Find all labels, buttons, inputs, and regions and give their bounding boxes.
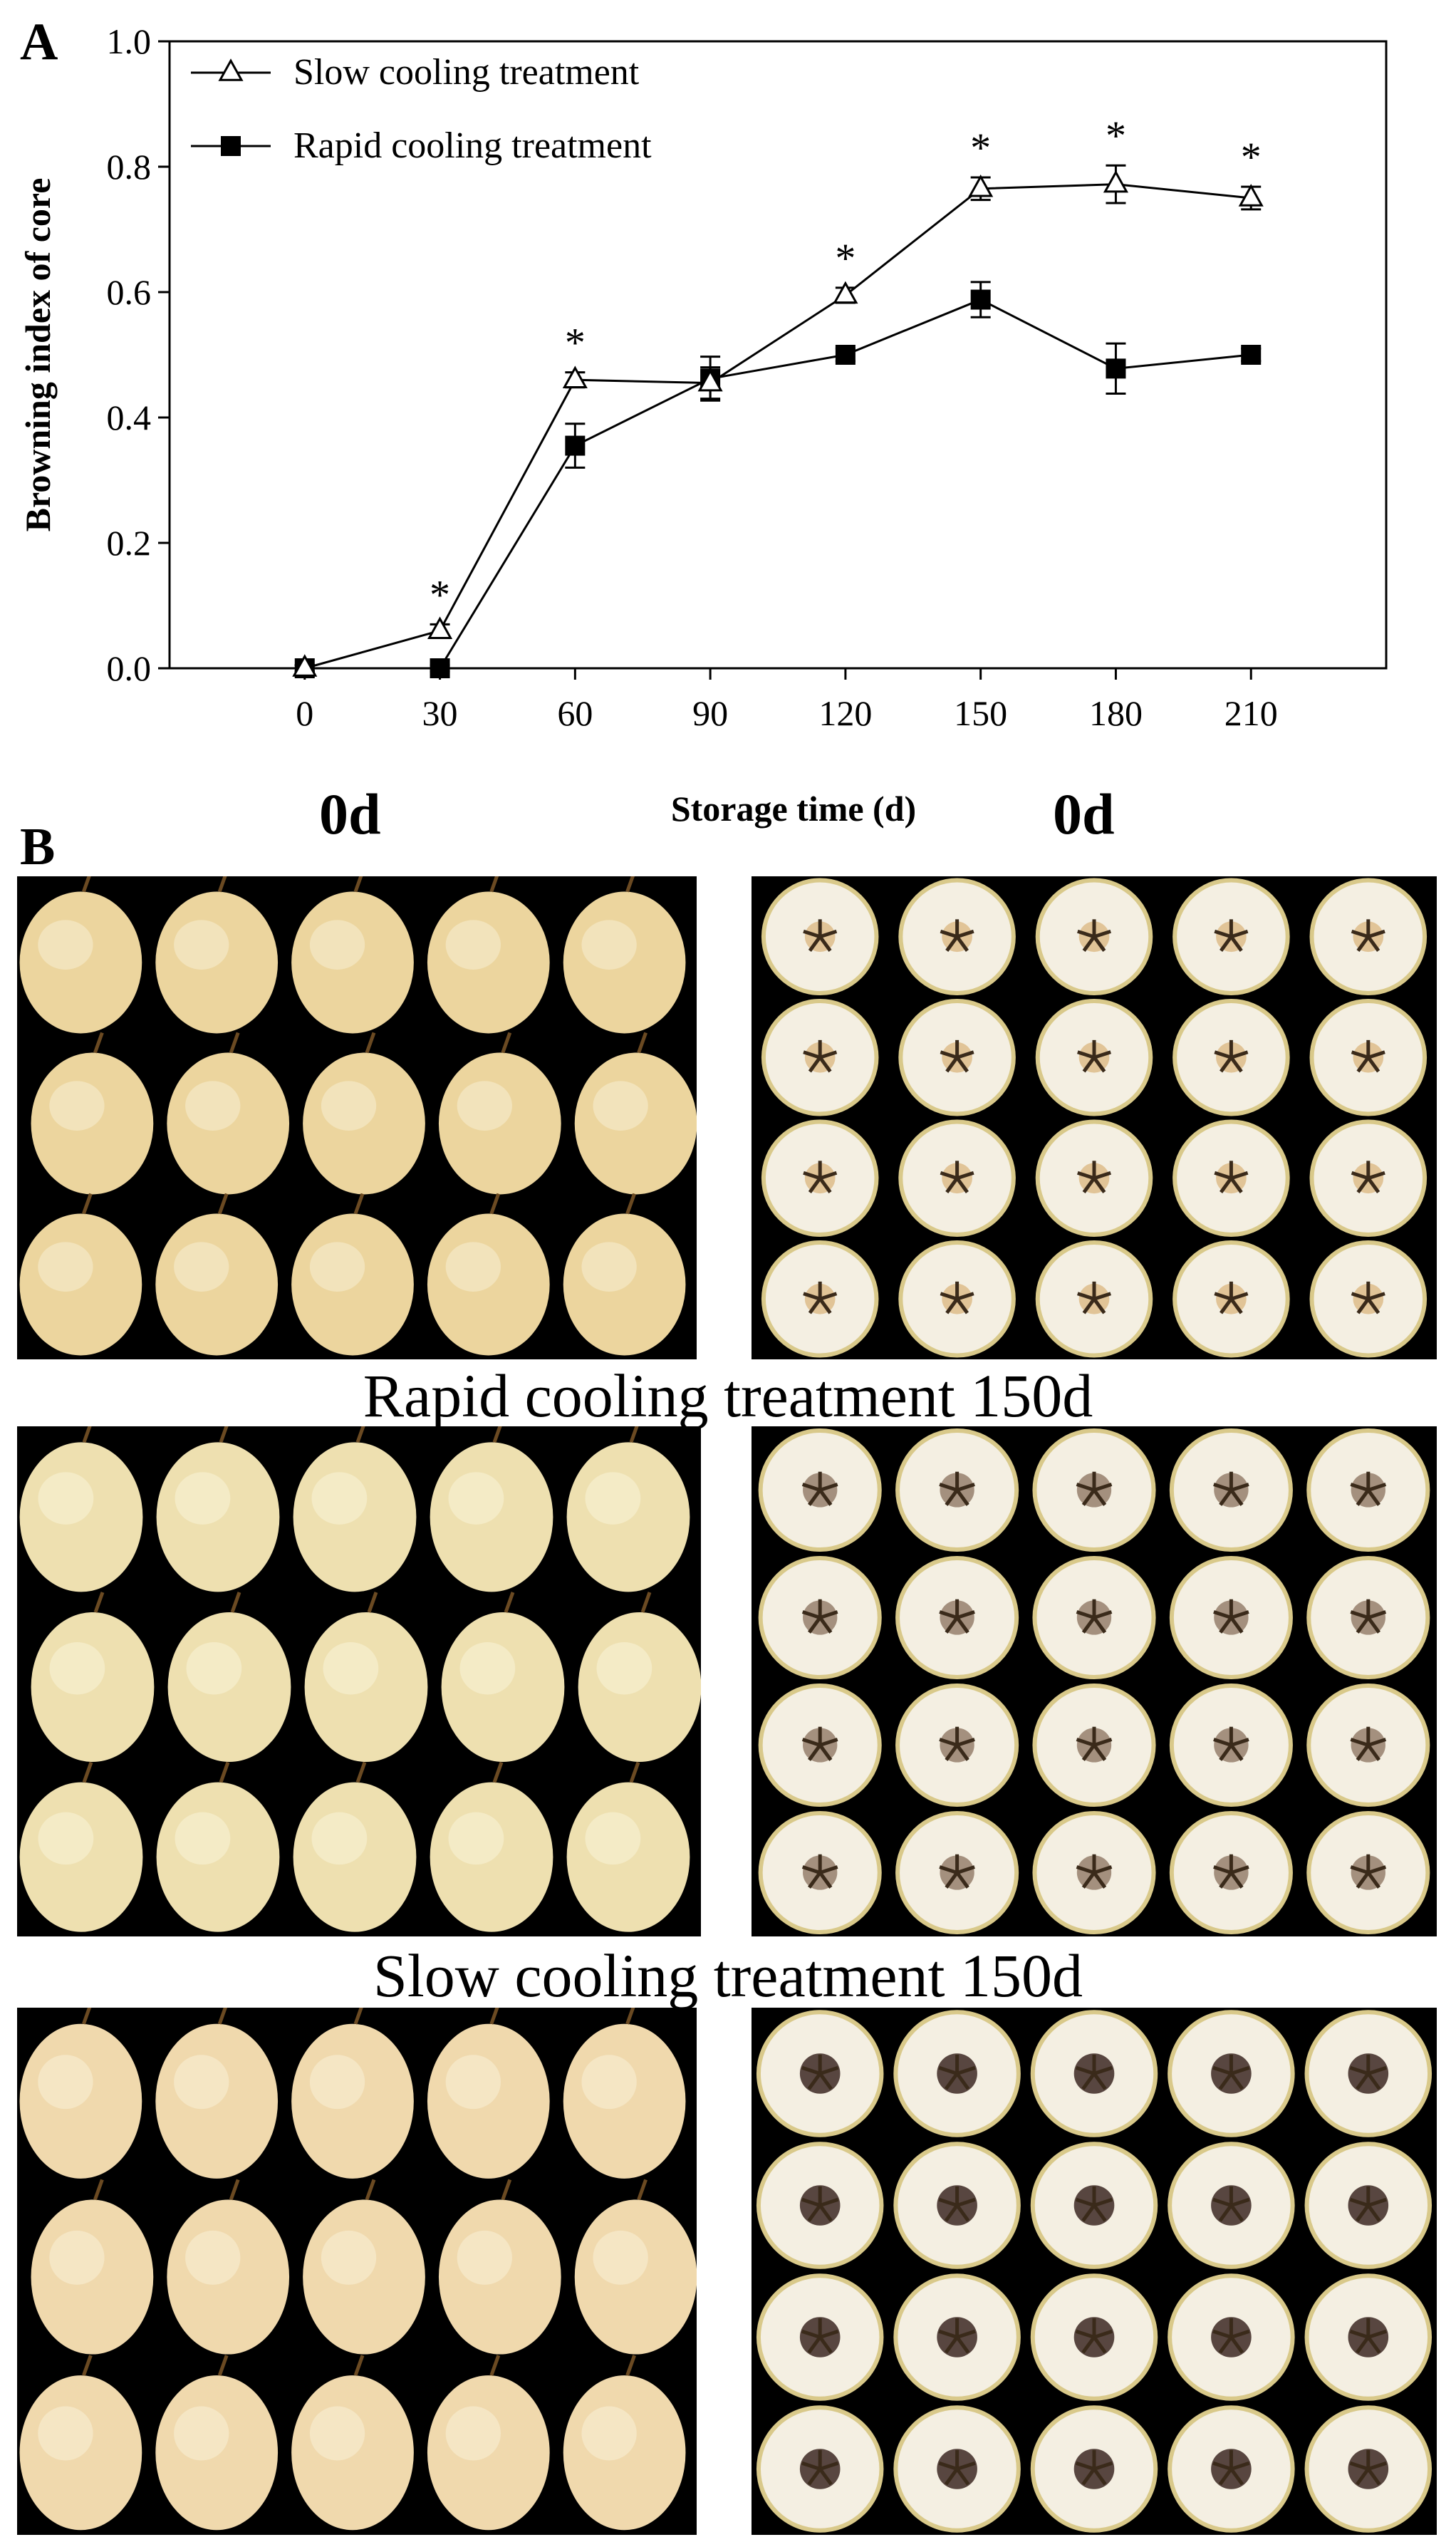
- photo-0d-cut-pears: [752, 876, 1437, 1359]
- data-point-rapid: [835, 345, 856, 365]
- browning-index-chart: 0.0 0.2 0.4 0.6 0.8 1.0 0 30 60 90 120 150 180 210 Bro…: [18, 21, 1388, 829]
- data-point-rapid: [1106, 358, 1126, 379]
- y-tick-label: 0.6: [107, 272, 152, 312]
- y-tick-label: 0.4: [107, 398, 152, 437]
- data-point-slow: [697, 368, 723, 392]
- legend-label: Slow cooling treatment: [293, 52, 640, 93]
- panel-b-label: B: [20, 818, 56, 876]
- y-tick-label: 0.2: [107, 523, 152, 563]
- significance-star: *: [970, 125, 991, 171]
- significance-star: *: [835, 235, 856, 281]
- significance-star: *: [565, 320, 586, 366]
- data-point-rapid: [565, 435, 586, 456]
- photo-slow-whole-pears: [17, 2008, 697, 2535]
- data-point-slow: [833, 281, 858, 304]
- y-tick-label: 0.0: [107, 648, 152, 688]
- photo-rapid-cut-pears: [752, 1426, 1437, 1936]
- legend-label: Rapid cooling treatment: [293, 125, 652, 166]
- chart-legend: Slow cooling treatment Rapid cooling trea…: [191, 52, 652, 166]
- panel-a-label: A: [20, 13, 58, 71]
- data-point-slow: [292, 654, 318, 677]
- x-tick-label: 0: [296, 693, 313, 733]
- data-point-rapid: [430, 658, 450, 678]
- significance-star: *: [1106, 113, 1126, 159]
- legend-marker-rapid: [221, 136, 241, 156]
- series-slow: [292, 164, 1264, 677]
- significance-star: *: [430, 571, 450, 618]
- chart-axes: 0.0 0.2 0.4 0.6 0.8 1.0 0 30 60 90 120 150 180 210 Bro…: [18, 21, 1388, 829]
- chart-series: * * * * * *: [292, 113, 1264, 678]
- legend-marker-slow: [218, 58, 244, 81]
- x-axis-label: Storage time (d): [671, 789, 916, 829]
- series-line: [304, 183, 1252, 670]
- data-point-rapid: [1241, 345, 1262, 365]
- photo-slow-cut-pears: [752, 2008, 1437, 2535]
- caption-rapid-150d: Rapid cooling treatment 150d: [363, 1361, 1093, 1430]
- data-point-slow: [427, 616, 453, 639]
- x-tick-label: 150: [954, 693, 1007, 733]
- x-tick-label: 180: [1089, 693, 1143, 733]
- caption-slow-150d: Slow cooling treatment 150d: [373, 1941, 1083, 2010]
- y-tick-label: 1.0: [107, 21, 152, 61]
- y-tick-label: 0.8: [107, 147, 152, 187]
- y-axis-label: Browning index of core: [18, 178, 58, 532]
- x-tick-label: 30: [422, 693, 458, 733]
- series-line: [304, 298, 1252, 670]
- plot-frame: [168, 40, 1388, 670]
- x-tick-label: 60: [557, 693, 593, 733]
- data-point-slow: [968, 174, 994, 197]
- photo-rapid-whole-pears: [17, 1426, 701, 1936]
- photo-0d-whole-pears: [17, 876, 697, 1359]
- significance-star: *: [1241, 134, 1262, 180]
- x-tick-label: 120: [818, 693, 872, 733]
- data-point-slow: [1103, 170, 1128, 193]
- x-tick-label: 210: [1224, 693, 1278, 733]
- caption-0d-left: 0d: [319, 782, 381, 846]
- data-point-slow: [1238, 184, 1264, 207]
- data-point-rapid: [970, 289, 991, 310]
- caption-0d-right: 0d: [1053, 782, 1115, 846]
- data-point-slow: [562, 365, 588, 388]
- x-tick-label: 90: [692, 693, 728, 733]
